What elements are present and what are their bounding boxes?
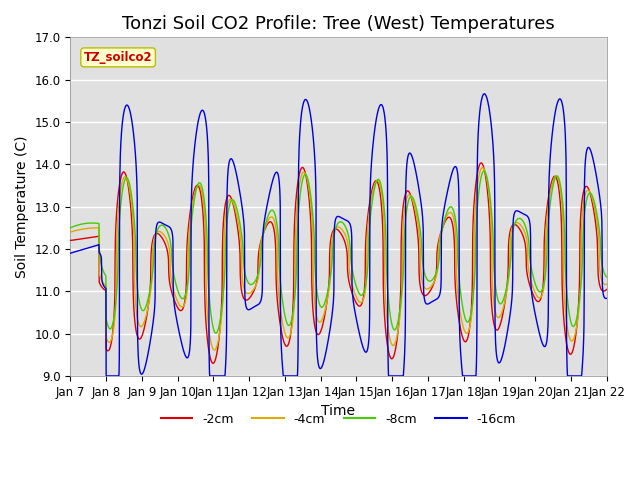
X-axis label: Time: Time	[321, 404, 355, 418]
Title: Tonzi Soil CO2 Profile: Tree (West) Temperatures: Tonzi Soil CO2 Profile: Tree (West) Temp…	[122, 15, 555, 33]
Y-axis label: Soil Temperature (C): Soil Temperature (C)	[15, 135, 29, 278]
Legend: -2cm, -4cm, -8cm, -16cm: -2cm, -4cm, -8cm, -16cm	[156, 408, 521, 431]
Text: TZ_soilco2: TZ_soilco2	[84, 51, 152, 64]
